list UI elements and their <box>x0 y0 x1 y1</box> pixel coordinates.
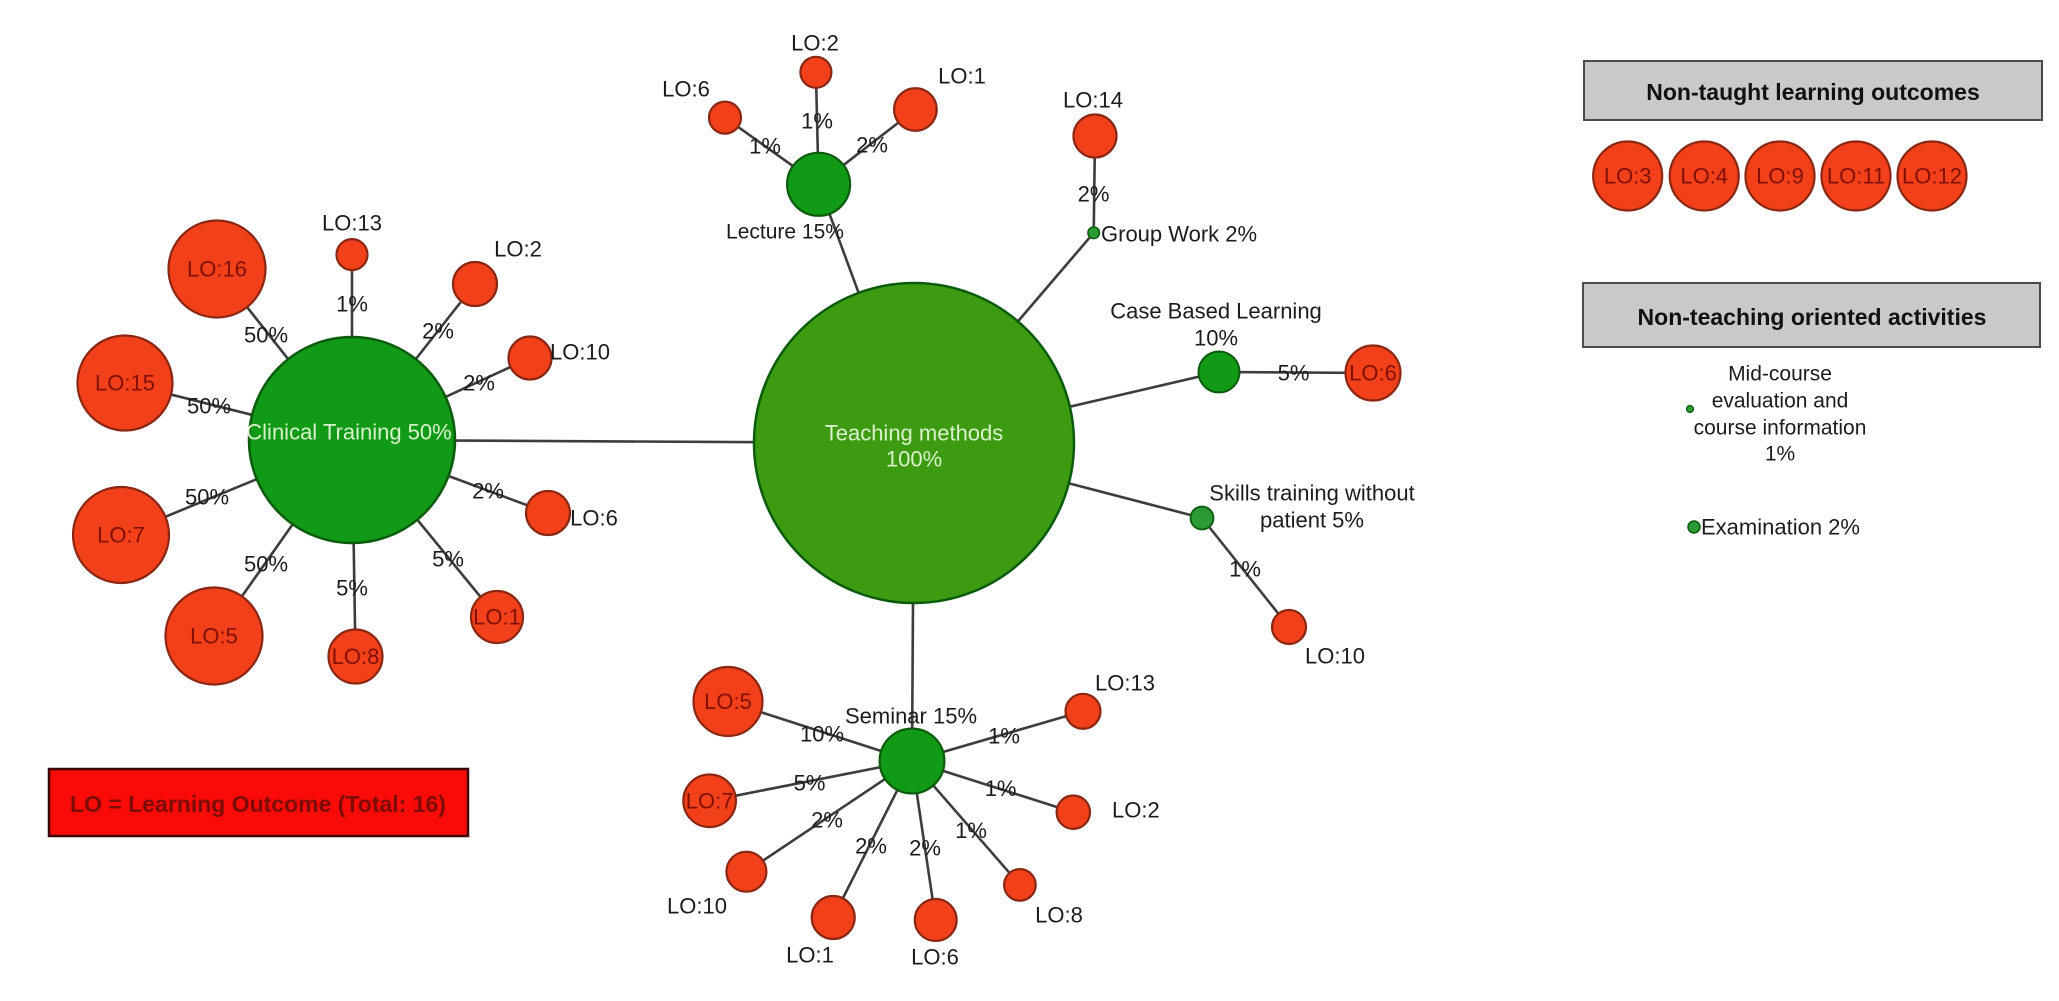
svg-text:LO:16: LO:16 <box>187 257 247 282</box>
svg-text:LO:12: LO:12 <box>1902 164 1962 189</box>
svg-text:course information: course information <box>1694 417 1867 440</box>
svg-text:LO:4: LO:4 <box>1680 164 1728 189</box>
svg-text:50%: 50% <box>187 394 231 419</box>
svg-text:LO:3: LO:3 <box>1604 164 1652 189</box>
svg-text:LO:2: LO:2 <box>791 31 839 56</box>
svg-text:LO:2: LO:2 <box>494 237 542 262</box>
svg-text:LO:6: LO:6 <box>1349 361 1397 386</box>
svg-text:Skills training without: Skills training without <box>1209 481 1414 506</box>
svg-text:LO:5: LO:5 <box>190 624 238 649</box>
svg-text:1%: 1% <box>336 292 368 317</box>
svg-text:LO = Learning Outcome (Total:: LO = Learning Outcome (Total: 16) <box>70 791 446 817</box>
svg-text:Clinical Training 50%: Clinical Training 50% <box>246 420 451 445</box>
svg-text:LO:10: LO:10 <box>550 340 610 365</box>
svg-text:5%: 5% <box>432 547 464 572</box>
svg-text:2%: 2% <box>472 479 504 504</box>
svg-text:LO:6: LO:6 <box>911 945 959 970</box>
svg-text:10%: 10% <box>800 722 844 747</box>
svg-text:LO:8: LO:8 <box>332 644 380 669</box>
svg-text:evaluation and: evaluation and <box>1712 390 1849 413</box>
svg-text:100%: 100% <box>886 447 942 472</box>
svg-text:LO:15: LO:15 <box>95 371 155 396</box>
svg-text:2%: 2% <box>422 319 454 344</box>
svg-text:Lecture 15%: Lecture 15% <box>726 221 844 244</box>
svg-text:Case Based Learning: Case Based Learning <box>1110 299 1322 324</box>
svg-text:LO:10: LO:10 <box>1305 644 1365 669</box>
svg-text:1%: 1% <box>985 776 1017 801</box>
svg-text:2%: 2% <box>1078 182 1110 207</box>
svg-text:patient 5%: patient 5% <box>1260 508 1364 533</box>
svg-text:Examination 2%: Examination 2% <box>1701 515 1860 540</box>
svg-text:LO:7: LO:7 <box>97 523 145 548</box>
svg-text:2%: 2% <box>463 371 495 396</box>
svg-text:Non-taught learning outcomes: Non-taught learning outcomes <box>1646 79 1980 105</box>
svg-text:LO:11: LO:11 <box>1827 164 1885 189</box>
svg-text:LO:10: LO:10 <box>667 894 727 919</box>
svg-text:5%: 5% <box>794 771 826 796</box>
svg-text:LO:1: LO:1 <box>786 943 834 968</box>
svg-text:2%: 2% <box>855 834 887 859</box>
svg-text:2%: 2% <box>856 133 888 158</box>
svg-text:1%: 1% <box>988 723 1020 748</box>
svg-text:Non-teaching oriented activiti: Non-teaching oriented activities <box>1638 304 1987 330</box>
svg-text:10%: 10% <box>1194 326 1238 351</box>
svg-text:LO:7: LO:7 <box>686 788 734 813</box>
svg-text:1%: 1% <box>955 818 987 843</box>
svg-text:LO:6: LO:6 <box>662 77 710 102</box>
svg-text:1%: 1% <box>1229 557 1261 582</box>
svg-text:50%: 50% <box>185 485 229 510</box>
svg-text:1%: 1% <box>749 134 781 159</box>
svg-text:50%: 50% <box>244 323 288 348</box>
svg-text:Seminar 15%: Seminar 15% <box>845 704 977 729</box>
svg-text:Teaching methods: Teaching methods <box>825 421 1004 446</box>
svg-text:1%: 1% <box>801 109 833 134</box>
svg-text:LO:13: LO:13 <box>322 211 382 236</box>
svg-text:LO:5: LO:5 <box>704 689 752 714</box>
svg-text:5%: 5% <box>336 576 368 601</box>
svg-text:LO:1: LO:1 <box>473 605 521 630</box>
svg-text:LO:13: LO:13 <box>1095 671 1155 696</box>
svg-text:LO:9: LO:9 <box>1756 164 1804 189</box>
svg-text:LO:2: LO:2 <box>1112 798 1160 823</box>
svg-text:2%: 2% <box>811 808 843 833</box>
svg-text:Mid-course: Mid-course <box>1728 363 1832 386</box>
svg-text:LO:8: LO:8 <box>1035 903 1083 928</box>
svg-text:5%: 5% <box>1278 361 1310 386</box>
svg-text:LO:1: LO:1 <box>938 64 986 89</box>
svg-text:LO:6: LO:6 <box>570 506 618 531</box>
svg-text:Group Work 2%: Group Work 2% <box>1101 222 1257 247</box>
svg-text:50%: 50% <box>244 552 288 577</box>
svg-text:1%: 1% <box>1765 443 1795 466</box>
svg-text:2%: 2% <box>909 836 941 861</box>
svg-text:LO:14: LO:14 <box>1063 88 1123 113</box>
